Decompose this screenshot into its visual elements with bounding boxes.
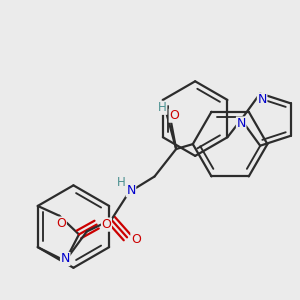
Text: H: H [117, 176, 125, 189]
Text: N: N [257, 93, 267, 106]
Text: N: N [61, 252, 70, 266]
Text: H: H [158, 101, 167, 114]
Text: O: O [131, 233, 141, 246]
Text: O: O [169, 109, 179, 122]
Text: N: N [236, 117, 246, 130]
Text: N: N [126, 184, 136, 197]
Text: O: O [101, 218, 111, 231]
Text: O: O [56, 217, 66, 230]
